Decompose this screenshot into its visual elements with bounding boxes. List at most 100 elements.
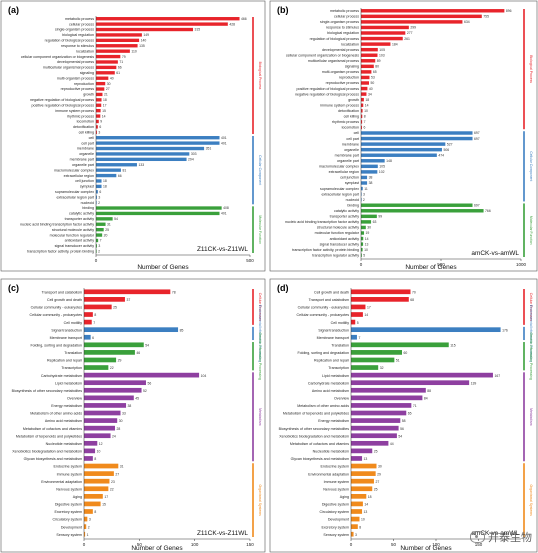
category-label: nucleic acid binding transcription facto… xyxy=(285,220,359,224)
bar xyxy=(84,418,118,423)
category-label: Transport and catabolism xyxy=(42,290,82,294)
value-label: 3 xyxy=(98,195,100,199)
category-label: rhythmic process xyxy=(332,120,359,124)
category-label: Environmental adaptation xyxy=(41,480,82,484)
category-label: Metabolism of terpenoids and polyketides xyxy=(283,412,349,416)
bar xyxy=(84,509,93,514)
bar xyxy=(96,211,220,216)
bar xyxy=(84,501,101,507)
bar xyxy=(351,478,374,484)
value-label: 27 xyxy=(115,472,119,476)
bar xyxy=(96,244,97,248)
value-label: 25 xyxy=(113,306,117,310)
value-label: 18 xyxy=(103,185,107,189)
value-label: 299 xyxy=(410,26,416,30)
category-label: organelle xyxy=(79,152,94,156)
bar xyxy=(96,38,140,43)
chart-a-svg: (a) metabolic process 466 cellular process 4… xyxy=(0,0,266,272)
category-label: immune system process xyxy=(320,103,359,107)
value-label: 506 xyxy=(443,148,449,152)
value-label: 105 xyxy=(379,48,385,52)
comparison-label: amCK-vs-amWL xyxy=(471,250,519,257)
value-label: 3 xyxy=(355,533,357,537)
bar xyxy=(351,501,363,507)
bar xyxy=(84,425,115,431)
group-label: Metabolism xyxy=(258,408,262,426)
category-label: metabolic process xyxy=(330,9,359,13)
x-axis-title: Number of Genes xyxy=(405,264,457,271)
bar xyxy=(84,448,96,454)
category-label: Cell motility xyxy=(64,321,83,325)
group-label: Cellular Component xyxy=(529,151,533,181)
category-label: Lipid metabolism xyxy=(55,381,82,385)
value-label: 10 xyxy=(364,109,368,113)
bar xyxy=(351,509,363,514)
category-label: Carbohydrate metabolism xyxy=(41,374,82,378)
category-label: positive regulation of biological proces… xyxy=(31,103,94,107)
value-label: 10 xyxy=(361,518,365,522)
value-label: 12 xyxy=(99,442,103,446)
value-label: 99 xyxy=(378,215,382,219)
bar xyxy=(351,357,395,363)
value-label: 25 xyxy=(374,450,378,454)
bar xyxy=(96,76,109,80)
category-label: cell xyxy=(89,136,95,140)
value-label: 24 xyxy=(112,434,116,438)
bar xyxy=(96,22,228,26)
value-label: 38 xyxy=(369,176,373,180)
bar xyxy=(96,173,117,178)
category-label: antioxidant activity xyxy=(65,239,95,243)
category-label: cellular component organization or bioge… xyxy=(286,53,359,57)
category-label: transporter activity xyxy=(65,217,95,221)
category-label: binding xyxy=(82,206,94,210)
bar xyxy=(361,131,473,135)
category-label: response to stimulus xyxy=(326,26,359,30)
bar xyxy=(96,168,121,172)
value-label: 408 xyxy=(223,206,229,210)
value-label: 10 xyxy=(364,248,368,252)
panel-a: (a) metabolic process 466 cellular process 4… xyxy=(0,0,266,272)
bar xyxy=(361,36,403,41)
category-label: reproduction xyxy=(339,76,359,80)
category-label: response to stimulus xyxy=(61,44,94,48)
value-label: 38 xyxy=(369,181,373,185)
category-label: rhythmic process xyxy=(67,114,94,118)
bar xyxy=(96,130,97,134)
category-label: Transport and catabolism xyxy=(309,298,349,302)
value-label: 11 xyxy=(364,187,368,191)
value-label: 79 xyxy=(122,55,126,59)
bar xyxy=(96,179,102,183)
value-label: 8 xyxy=(94,510,96,514)
value-label: 634 xyxy=(464,20,470,24)
value-label: 755 xyxy=(483,15,489,19)
bar xyxy=(96,152,190,156)
category-label: extracellular region part xyxy=(321,192,359,196)
category-label: biological regulation xyxy=(327,31,359,35)
value-label: 30 xyxy=(378,465,382,469)
value-label: 54 xyxy=(145,343,149,347)
category-label: signal transducer activity xyxy=(55,244,95,248)
value-label: 3 xyxy=(363,192,365,196)
value-label: 25 xyxy=(105,228,109,232)
bar xyxy=(96,60,118,64)
category-label: organelle part xyxy=(72,163,94,167)
bar xyxy=(96,146,205,151)
x-tick-label: 500 xyxy=(437,262,445,267)
value-label: 23 xyxy=(111,480,115,484)
value-label: 66 xyxy=(118,174,122,178)
x-tick-label: 0 xyxy=(350,542,353,547)
value-label: 18 xyxy=(365,98,369,102)
bar xyxy=(96,184,102,189)
value-label: 401 xyxy=(221,212,227,216)
value-label: 31 xyxy=(107,222,111,226)
bar xyxy=(96,49,130,53)
watermark-text: 开泰生物 xyxy=(488,532,532,544)
bar xyxy=(96,108,101,113)
bar xyxy=(84,403,127,408)
bar xyxy=(361,236,364,241)
bar xyxy=(361,81,369,85)
bar xyxy=(96,141,220,145)
bar xyxy=(84,312,93,317)
bar xyxy=(361,75,370,80)
value-label: 351 xyxy=(206,147,212,151)
